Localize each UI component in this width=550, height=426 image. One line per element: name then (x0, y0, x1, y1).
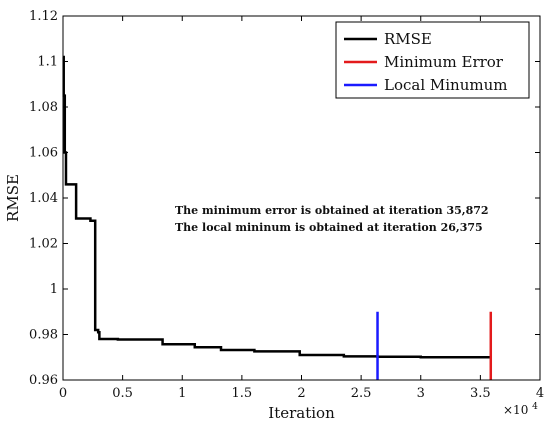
legend-label-minimum-error: Minimum Error (384, 53, 504, 71)
x-axis-ticks: 0 0.5 1 1.5 2 2.5 3 3.5 4 (59, 16, 544, 401)
x-multiplier-base: ×10 (503, 403, 528, 417)
legend-label-rmse: RMSE (384, 30, 432, 48)
annotation-local-minimum: The local mininum is obtained at iterati… (175, 221, 483, 234)
marker-layer (376, 311, 493, 380)
y-tick-label: 1.06 (29, 146, 58, 161)
x-tick-label: 3 (417, 386, 425, 401)
y-tick-label: 0.96 (29, 373, 58, 388)
x-axis-label: Iteration (268, 404, 335, 422)
x-tick-label: 0 (59, 386, 67, 401)
x-tick-label: 3.5 (470, 386, 491, 401)
x-tick-label: 4 (536, 386, 544, 401)
x-tick-label: 0.5 (112, 386, 133, 401)
y-tick-label: 0.98 (29, 328, 58, 343)
legend: RMSE Minimum Error Local Minumum (335, 21, 530, 99)
annotation-minimum-error: The minimum error is obtained at iterati… (175, 204, 489, 217)
x-tick-label: 2.5 (351, 386, 372, 401)
y-axis-ticks: 0.96 0.98 1 1.02 1.04 1.06 1.08 1.1 1.12 (29, 9, 540, 388)
y-tick-label: 1.1 (37, 55, 58, 70)
plot-frame (62, 15, 541, 381)
y-tick-label: 1 (50, 282, 58, 297)
y-tick-label: 1.12 (29, 9, 58, 24)
annotations: The minimum error is obtained at iterati… (175, 204, 489, 234)
x-multiplier-exponent: 4 (532, 402, 538, 412)
series-layer (62, 55, 491, 359)
series-line-rmse (62, 55, 491, 359)
x-tick-label: 2 (297, 386, 305, 401)
x-tick-label: 1.5 (232, 386, 253, 401)
y-tick-label: 1.02 (29, 237, 58, 252)
y-tick-label: 1.04 (29, 191, 58, 206)
y-axis-label: RMSE (4, 174, 22, 222)
x-tick-label: 1 (178, 386, 186, 401)
y-tick-label: 1.08 (29, 100, 58, 115)
legend-label-local-minimum: Local Minumum (384, 76, 508, 94)
x-axis-multiplier: ×10 4 (503, 402, 538, 417)
